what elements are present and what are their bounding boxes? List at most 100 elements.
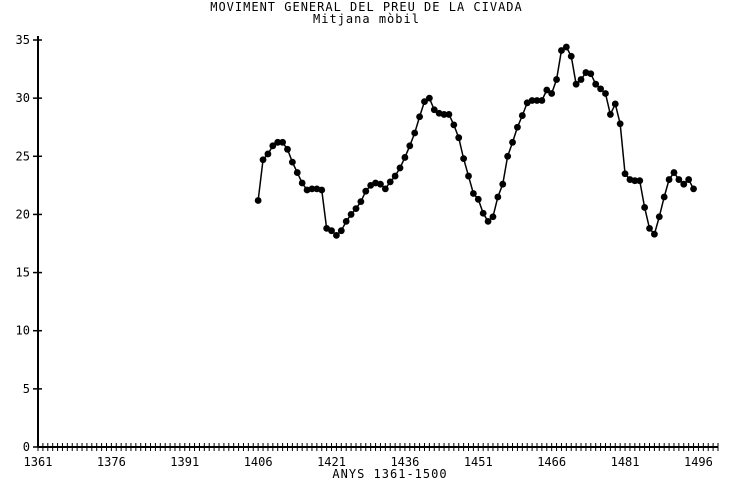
data-point [450, 121, 458, 129]
x-tick-label: 1391 [170, 455, 199, 469]
data-point [562, 43, 570, 51]
data-point [685, 176, 693, 183]
data-point [509, 138, 516, 146]
data-point [655, 213, 663, 221]
data-point [665, 176, 673, 183]
data-point [675, 176, 683, 183]
data-point [455, 134, 463, 142]
chart-subtitle: Mitjana mòbil [313, 12, 420, 26]
data-point [264, 150, 272, 158]
data-point [465, 172, 472, 180]
data-point [445, 111, 453, 118]
data-point [621, 170, 629, 178]
x-tick-label: 1451 [464, 455, 493, 469]
data-point [518, 112, 526, 119]
data-point [636, 177, 644, 185]
data-point [406, 142, 414, 150]
data-point [284, 145, 291, 153]
x-axis-label: ANYS 1361-1500 [332, 467, 447, 481]
x-ticks: 1361 1376 1391 1406 1421 1436 1451 1466 1481 1496 [24, 443, 719, 469]
data-point [553, 76, 560, 83]
data-point [494, 193, 502, 201]
data-point [328, 227, 335, 235]
x-tick-label: 1361 [24, 455, 53, 469]
data-point [616, 120, 624, 128]
data-point [469, 190, 477, 197]
data-point [651, 230, 658, 238]
data-point [460, 155, 468, 163]
data-point [342, 218, 350, 225]
data-point [411, 129, 419, 137]
data-point [347, 211, 355, 218]
data-point [538, 97, 546, 104]
data-point [293, 169, 301, 176]
data-point [269, 142, 277, 150]
data-point [670, 169, 678, 176]
data-point [514, 123, 521, 131]
x-tick-label: 1406 [244, 455, 273, 469]
data-point [357, 198, 365, 206]
data-point [602, 90, 609, 97]
data-point [396, 164, 404, 172]
data-point [528, 97, 536, 104]
data-point [430, 106, 438, 114]
data-point [592, 80, 600, 88]
y-tick-label: 30 [16, 91, 30, 105]
data-point [479, 209, 487, 217]
data-point [333, 231, 340, 239]
data-point [646, 224, 653, 232]
data-point [337, 227, 345, 235]
data-point [533, 97, 541, 104]
data-point [474, 195, 482, 203]
x-tick-label: 1436 [390, 455, 419, 469]
y-tick-label: 20 [16, 207, 30, 221]
data-point [631, 177, 639, 185]
data-point [504, 152, 512, 160]
data-point [440, 111, 448, 118]
data-point [484, 218, 492, 225]
data-point [352, 205, 360, 213]
data-point [543, 86, 551, 94]
series-group [254, 43, 697, 239]
data-point [377, 180, 384, 188]
data-point [690, 185, 697, 193]
data-point [381, 185, 389, 193]
data-point [288, 158, 296, 166]
data-point [318, 186, 326, 194]
data-point [274, 138, 282, 146]
data-point [572, 80, 580, 88]
data-point [259, 156, 267, 164]
data-point [587, 70, 595, 78]
x-tick-label: 1466 [537, 455, 566, 469]
data-point [416, 113, 423, 121]
data-point [660, 193, 668, 201]
chart-title: MOVIMENT GENERAL DEL PREU DE LA CIVADA [210, 0, 523, 14]
data-point [298, 179, 306, 187]
x-tick-label: 1496 [684, 455, 713, 469]
data-point [401, 154, 409, 161]
x-tick-label: 1481 [611, 455, 640, 469]
data-point [641, 204, 649, 211]
data-point [577, 76, 585, 83]
data-point [567, 52, 575, 60]
x-tick-label: 1376 [97, 455, 126, 469]
data-point [606, 111, 614, 118]
data-point [308, 185, 316, 193]
data-point [279, 138, 287, 146]
data-point [254, 197, 262, 204]
y-tick-label: 10 [16, 324, 30, 338]
data-point [421, 98, 428, 106]
y-tick-label: 0 [23, 440, 30, 454]
data-point [499, 180, 507, 188]
y-tick-label: 5 [23, 382, 30, 396]
data-point [391, 172, 399, 180]
series-line [257, 45, 695, 237]
y-tick-label: 35 [16, 33, 30, 47]
data-point [425, 94, 433, 102]
data-point [597, 85, 604, 93]
data-point [548, 90, 556, 97]
data-point [611, 100, 619, 108]
axes [37, 36, 718, 448]
y-ticks: 0 5 10 15 20 25 30 35 [16, 33, 42, 454]
